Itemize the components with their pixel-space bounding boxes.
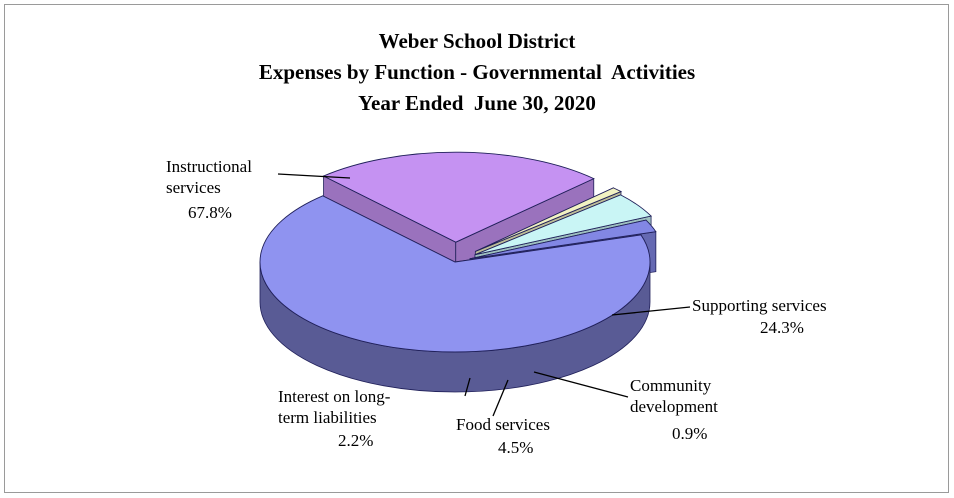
leader-line: [277, 173, 351, 179]
pie-slice: [475, 187, 623, 252]
slice-percent: 2.2%: [338, 431, 373, 450]
pie-tops: [259, 151, 657, 353]
chart-subtitle: Expenses by Function - Governmental Acti…: [258, 60, 696, 84]
slice-label: Interest on long-: [278, 387, 391, 406]
pie-slice: [259, 195, 651, 353]
slice-label: services: [166, 178, 221, 197]
slice-percent: 67.8%: [188, 203, 232, 222]
slice-label: development: [630, 397, 718, 416]
slice-label: Instructional: [166, 157, 252, 176]
slice-label: term liabilities: [278, 408, 377, 427]
leader-line: [464, 377, 471, 397]
leader-line: [611, 306, 691, 316]
slice-label: Food services: [456, 415, 550, 434]
slice-label: Supporting services: [692, 296, 827, 315]
slice-label: Community: [630, 376, 712, 395]
leader-line: [533, 371, 629, 398]
chart-subtitle-year: Year Ended June 30, 2020: [358, 91, 596, 115]
chart-title: Weber School District: [378, 29, 576, 53]
pie-slice: [322, 151, 595, 243]
slice-percent: 24.3%: [760, 318, 804, 337]
pie-slice: [474, 194, 652, 256]
pie-slice: [469, 219, 657, 260]
slice-percent: 0.9%: [672, 424, 707, 443]
slice-percent: 4.5%: [498, 438, 533, 457]
chart-title-block: Weber School District Expenses by Functi…: [0, 26, 954, 119]
leader-line: [492, 379, 509, 417]
